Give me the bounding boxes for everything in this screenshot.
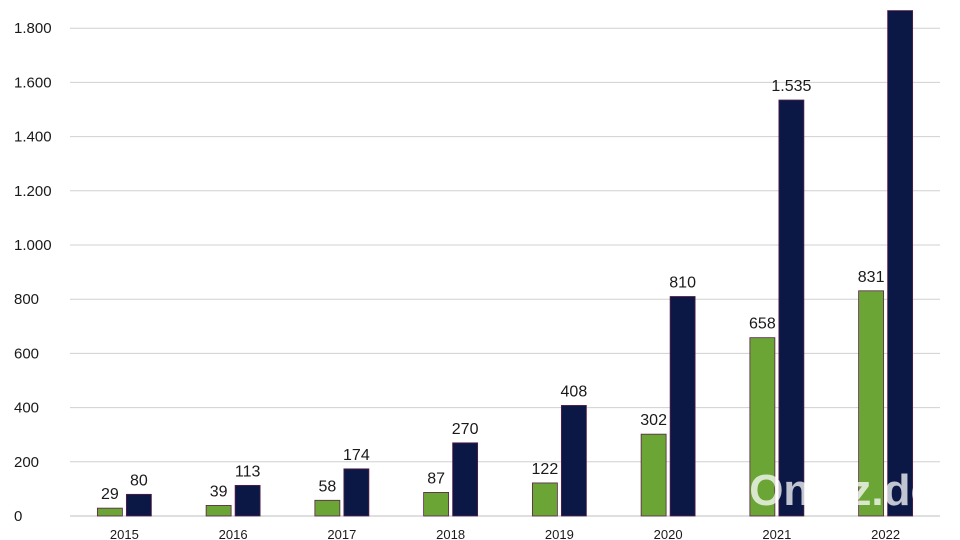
data-labels: 29 80 39 113 58 174 87 270 122 408 302 810 658 1.535 8…: [101, 78, 885, 503]
bar-series-1-2019: [531, 482, 558, 517]
bar-series-2-2015: [125, 493, 152, 517]
x-tick-label: 2019: [545, 527, 574, 540]
y-tick-label: 600: [14, 345, 39, 362]
bars: [96, 10, 914, 517]
bar-series-2-2016: [234, 484, 261, 517]
gridlines: [70, 27, 940, 517]
y-tick-label: 1.200: [14, 183, 52, 200]
bar-series-2-2020: [669, 296, 696, 517]
data-label: 80: [130, 472, 148, 489]
watermark-text: Onetz.de: [749, 466, 935, 515]
bar-series-1-2016: [205, 505, 232, 517]
x-tick-label: 2016: [219, 527, 248, 540]
x-tick-label: 2021: [762, 527, 791, 540]
y-tick-label: 200: [14, 454, 39, 471]
bar-series-2-2019: [560, 405, 587, 517]
y-tick-label: 0: [14, 508, 22, 525]
y-tick-label: 1.800: [14, 20, 52, 37]
data-label: 174: [343, 447, 370, 464]
data-label: 270: [452, 421, 479, 438]
data-label: 408: [561, 383, 588, 400]
data-label: 122: [532, 461, 559, 478]
bar-series-1-2021: [749, 337, 776, 517]
y-tick-label: 1.000: [14, 237, 52, 254]
bar-series-1-2015: [96, 507, 123, 517]
y-tick-label: 800: [14, 291, 39, 308]
bar-series-2-2022: [887, 10, 914, 517]
bar-series-1-2017: [314, 499, 341, 517]
data-label: 658: [749, 316, 776, 333]
bar-series-1-2018: [423, 492, 450, 517]
bar-series-2-2021: [778, 99, 805, 517]
bar-series-1-2020: [640, 433, 667, 517]
data-label: 1.535: [771, 78, 811, 95]
x-axis: 2015 2016 2017 2018 2019 2020 2021 2022: [110, 527, 900, 540]
bar-series-2-2017: [343, 468, 370, 517]
x-tick-label: 2015: [110, 527, 139, 540]
data-label: 29: [101, 486, 119, 503]
data-label: 87: [427, 470, 445, 487]
x-tick-label: 2022: [871, 527, 900, 540]
data-label: 39: [210, 483, 228, 500]
bar-series-2-2018: [452, 442, 479, 517]
x-tick-label: 2017: [327, 527, 356, 540]
bar-series-1-2022: [858, 290, 885, 517]
data-label: 58: [318, 478, 336, 495]
data-label: 831: [858, 269, 885, 286]
data-label: 810: [669, 274, 696, 291]
x-tick-label: 2020: [654, 527, 683, 540]
y-tick-label: 1.600: [14, 74, 52, 91]
y-tick-label: 400: [14, 400, 39, 417]
y-axis: 0 200 400 600 800 1.000 1.200 1.400 1.600 1.800: [14, 20, 52, 525]
data-label: 302: [640, 412, 667, 429]
x-tick-label: 2018: [436, 527, 465, 540]
y-tick-label: 1.400: [14, 129, 52, 146]
data-label: 113: [235, 463, 261, 480]
